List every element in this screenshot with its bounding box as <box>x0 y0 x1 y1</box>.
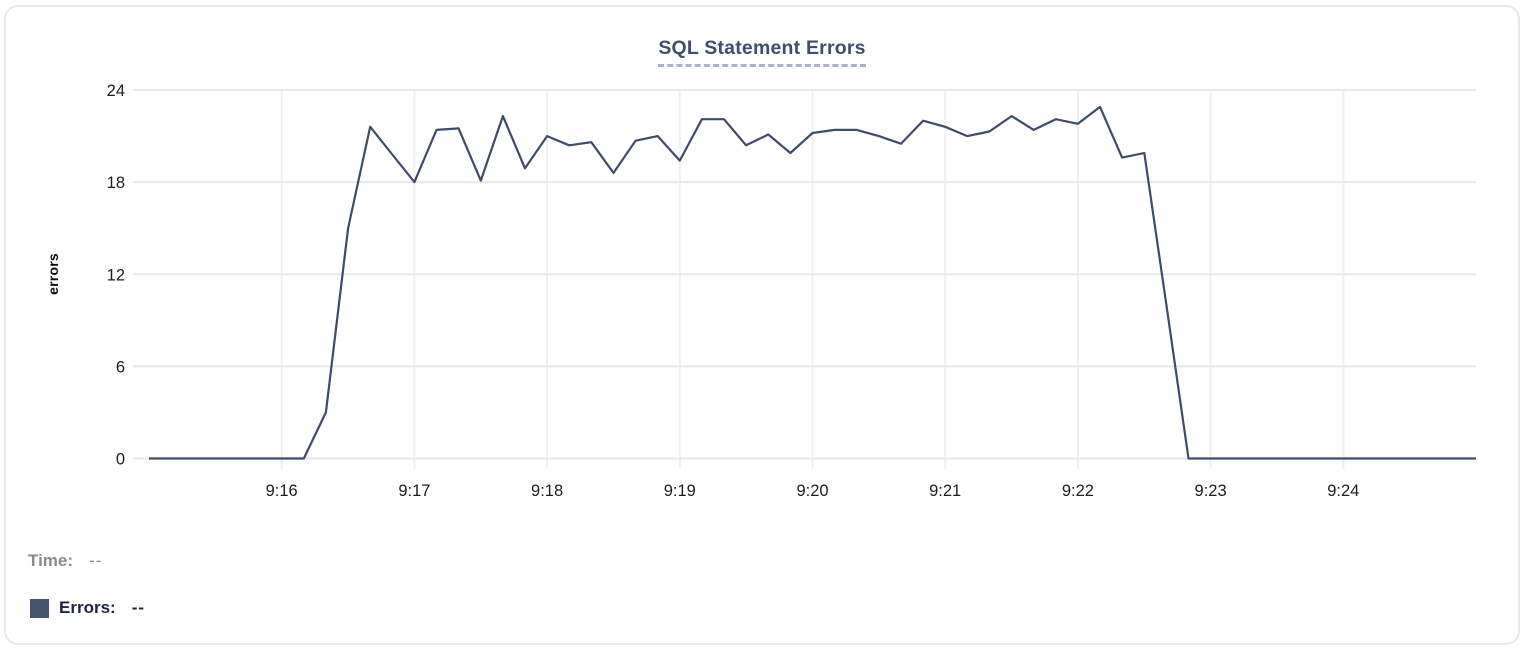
y-tick-label: 24 <box>107 82 125 100</box>
legend-errors-row: Errors: -- <box>30 598 145 618</box>
errors-line-chart[interactable]: 9:16 9:17 9:18 9:19 9:20 9:21 9:22 9:23 9:24 0 6 12… <box>6 7 1528 519</box>
chart-header: SQL Statement Errors <box>6 37 1518 67</box>
legend-time-row: Time: -- <box>28 551 102 571</box>
x-tick-label: 9:17 <box>398 482 430 500</box>
x-tick-label: 9:20 <box>796 482 828 500</box>
x-tick-label: 9:18 <box>531 482 563 500</box>
x-tick-label: 9:21 <box>929 482 961 500</box>
chart-title[interactable]: SQL Statement Errors <box>658 37 866 67</box>
x-tick-label: 9:22 <box>1062 482 1094 500</box>
y-tick-label: 0 <box>116 451 125 469</box>
x-tick-label: 9:19 <box>664 482 696 500</box>
legend-errors-label: Errors: <box>59 598 116 617</box>
legend-time-label: Time: <box>28 551 74 570</box>
y-tick-label: 18 <box>107 174 125 192</box>
x-tick-label: 9:16 <box>266 482 298 500</box>
errors-series-swatch-icon <box>30 598 49 618</box>
chart-card: SQL Statement Errors 9:16 9:17 9:18 9:19 9:2… <box>4 5 1520 645</box>
x-tick-label: 9:23 <box>1195 482 1227 500</box>
y-axis-label: errors <box>45 253 61 295</box>
y-tick-label: 6 <box>116 358 125 376</box>
errors-line <box>149 105 1476 460</box>
legend-errors-value: -- <box>131 598 146 617</box>
legend-time-value: -- <box>89 551 103 570</box>
y-tick-label: 12 <box>107 266 125 284</box>
x-tick-label: 9:24 <box>1327 482 1359 500</box>
